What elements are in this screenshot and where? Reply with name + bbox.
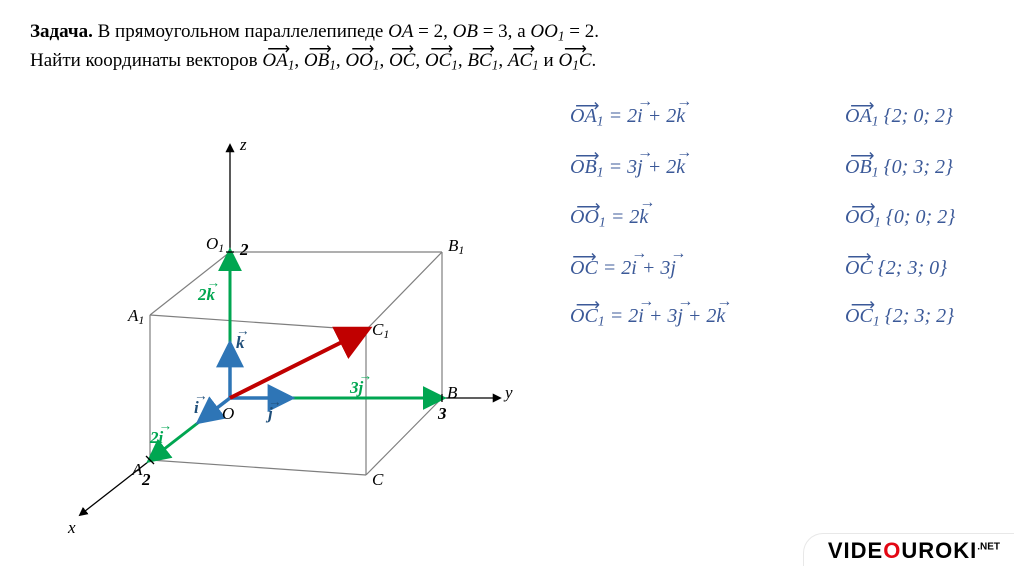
solution-row: ⟶OC = 2i + 3j ⟶OC {2; 3; 0} xyxy=(570,257,1010,280)
solution-row: ⟶OC1 = 2i + 3j + 2k ⟶OC1 {2; 3; 2} xyxy=(570,305,1010,331)
problem-statement: Задача. В прямоугольном параллелепипеде … xyxy=(30,18,670,75)
problem-label: Задача. xyxy=(30,21,93,42)
solution-row: ⟶OA1 = 2i + 2k ⟶OA1 {2; 0; 2} xyxy=(570,105,1010,131)
problem-line2-prefix: Найти координаты векторов xyxy=(30,50,262,71)
brand-logo: VIDEOUROKI.NET xyxy=(803,533,1014,566)
solution-row: ⟶OB1 = 3j + 2k ⟶OB1 {0; 3; 2} xyxy=(570,156,1010,182)
axis-x-label: x xyxy=(68,518,76,538)
axis-z-label: z xyxy=(240,135,247,155)
diagram-3d-box: z y x O A B C O1 A1 B1 C1 2 3 2 k j i 2k… xyxy=(50,130,530,550)
solutions-panel: ⟶OA1 = 2i + 2k ⟶OA1 {2; 0; 2} ⟶OB1 = 3j … xyxy=(570,105,1010,355)
axis-y-label: y xyxy=(505,383,513,403)
solution-row: ⟶OO1 = 2k ⟶OO1 {0; 0; 2} xyxy=(570,206,1010,232)
diagram-svg xyxy=(50,130,530,550)
